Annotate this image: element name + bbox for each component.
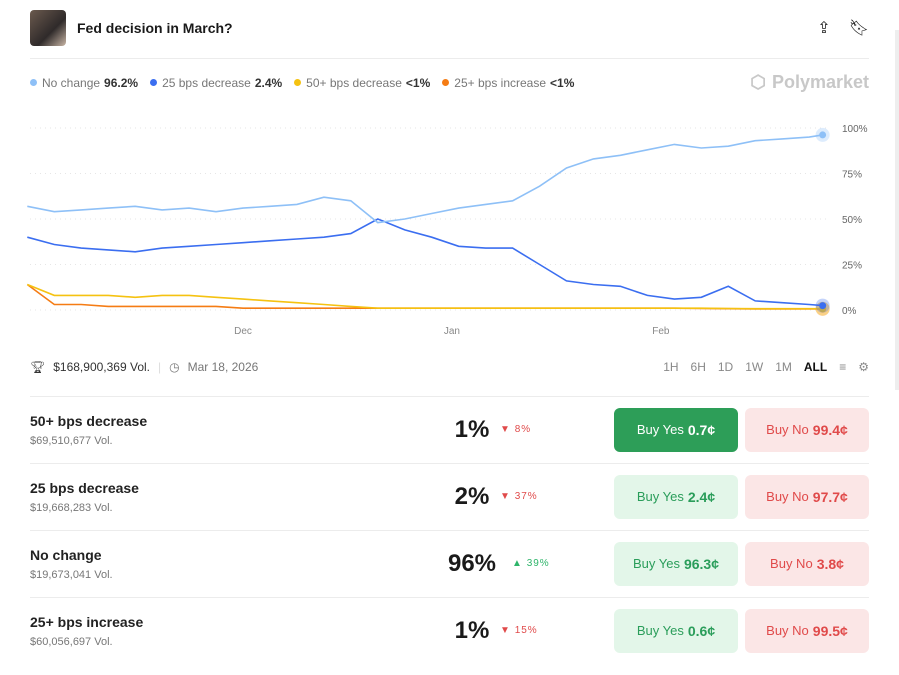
polymarket-logo: ⬡ Polymarket xyxy=(750,72,869,92)
outcome-volume: $60,056,697 Vol. xyxy=(30,635,113,648)
range-6h[interactable]: 6H xyxy=(690,360,706,374)
outcome-probability: 1% xyxy=(454,616,490,644)
arrow-down-icon: ▼ xyxy=(500,491,511,502)
range-all[interactable]: ALL xyxy=(803,360,828,374)
series-line-25-bps-decrease xyxy=(27,218,823,307)
total-volume: $168,900,369 Vol. xyxy=(53,360,150,374)
market-stats: 🏆︎ $168,900,369 Vol. | ◷ Mar 18, 2026 xyxy=(30,360,259,374)
x-tick-label: Dec xyxy=(234,326,252,337)
sort-icon[interactable]: ≡ xyxy=(839,360,847,374)
range-1w[interactable]: 1W xyxy=(745,360,764,374)
y-tick-label: 75% xyxy=(842,170,862,181)
legend-item: 25+ bps increase <1% xyxy=(442,76,574,90)
arrow-down-icon: ▼ xyxy=(500,625,511,636)
outcome-volume: $69,510,677 Vol. xyxy=(30,434,113,447)
buy-yes-button[interactable]: Buy Yes 0.7¢ xyxy=(614,407,738,452)
market-header: Fed decision in March? ⇪ 🔖︎ xyxy=(30,9,869,47)
y-tick-label: 25% xyxy=(842,261,862,272)
series-line-no-change xyxy=(27,134,823,224)
outcome-probability: 2% xyxy=(454,482,490,510)
outcome-volume: $19,673,041 Vol. xyxy=(30,568,113,581)
series-end-point xyxy=(819,131,827,139)
buy-no-button[interactable]: Buy No 97.7¢ xyxy=(745,474,869,519)
logo-icon: ⬡ xyxy=(750,72,766,92)
buy-yes-button[interactable]: Buy Yes 0.6¢ xyxy=(614,608,738,653)
settings-icon[interactable]: ⚙ xyxy=(858,360,869,374)
outcome-volume: $19,668,283 Vol. xyxy=(30,501,113,514)
range-1m[interactable]: 1M xyxy=(775,360,792,374)
outcome-name: No change xyxy=(30,546,102,563)
outcome-row[interactable]: No change $19,673,041 Vol. 96% ▲ 39% Buy… xyxy=(30,530,869,596)
outcome-row[interactable]: 25 bps decrease $19,668,283 Vol. 2% ▼ 37… xyxy=(30,463,869,529)
outcome-row[interactable]: 25+ bps increase $60,056,697 Vol. 1% ▼ 1… xyxy=(30,597,869,663)
outcome-name: 50+ bps decrease xyxy=(30,412,148,429)
market-title: Fed decision in March? xyxy=(77,20,233,36)
y-tick-label: 50% xyxy=(842,215,862,226)
legend-item: 25 bps decrease 2.4% xyxy=(150,76,282,90)
buy-no-button[interactable]: Buy No 99.5¢ xyxy=(745,608,869,653)
share-icon[interactable]: ⇪ xyxy=(817,20,831,37)
series-line-50-bps-decrease xyxy=(27,283,823,310)
outcome-probability: 96% xyxy=(447,549,497,577)
series-end-point xyxy=(819,302,827,310)
buy-yes-button[interactable]: Buy Yes 2.4¢ xyxy=(614,474,738,519)
y-tick-label: 100% xyxy=(842,124,868,135)
outcome-change: ▼ 37% xyxy=(500,491,538,502)
buy-no-button[interactable]: Buy No 99.4¢ xyxy=(745,407,869,452)
scrollbar[interactable] xyxy=(895,30,899,390)
end-date: Mar 18, 2026 xyxy=(187,360,259,374)
x-tick-label: Jan xyxy=(444,326,460,337)
range-1h[interactable]: 1H xyxy=(663,360,679,374)
outcome-name: 25 bps decrease xyxy=(30,479,139,496)
outcome-change: ▼ 8% xyxy=(500,424,532,435)
outcome-row[interactable]: 50+ bps decrease $69,510,677 Vol. 1% ▼ 8… xyxy=(30,396,869,462)
clock-icon: ◷ xyxy=(169,360,180,374)
outcome-probability: 1% xyxy=(454,415,490,443)
buy-no-button[interactable]: Buy No 3.8¢ xyxy=(745,541,869,586)
y-tick-label: 0% xyxy=(842,306,857,317)
price-chart[interactable]: 0% 25% 50% 75% 100% Dec Jan Feb xyxy=(0,110,899,340)
buy-yes-button[interactable]: Buy Yes 96.3¢ xyxy=(614,541,738,586)
divider xyxy=(30,58,869,59)
outcome-change: ▼ 15% xyxy=(500,625,538,636)
chart-legend: No change 96.2% 25 bps decrease 2.4% 50+ b… xyxy=(30,76,574,90)
outcome-change: ▲ 39% xyxy=(512,558,550,569)
legend-item: 50+ bps decrease <1% xyxy=(294,76,430,90)
arrow-down-icon: ▼ xyxy=(500,424,511,435)
time-range-selector: 1H 6H 1D 1W 1M ALL ≡ ⚙ xyxy=(663,360,869,374)
legend-item: No change 96.2% xyxy=(30,76,138,90)
bookmark-icon[interactable]: 🔖︎ xyxy=(848,20,869,37)
x-tick-label: Feb xyxy=(652,326,670,337)
market-image xyxy=(30,10,66,46)
range-1d[interactable]: 1D xyxy=(717,360,734,374)
trophy-icon: 🏆︎ xyxy=(30,360,46,374)
arrow-up-icon: ▲ xyxy=(512,558,523,569)
outcome-name: 25+ bps increase xyxy=(30,613,144,630)
